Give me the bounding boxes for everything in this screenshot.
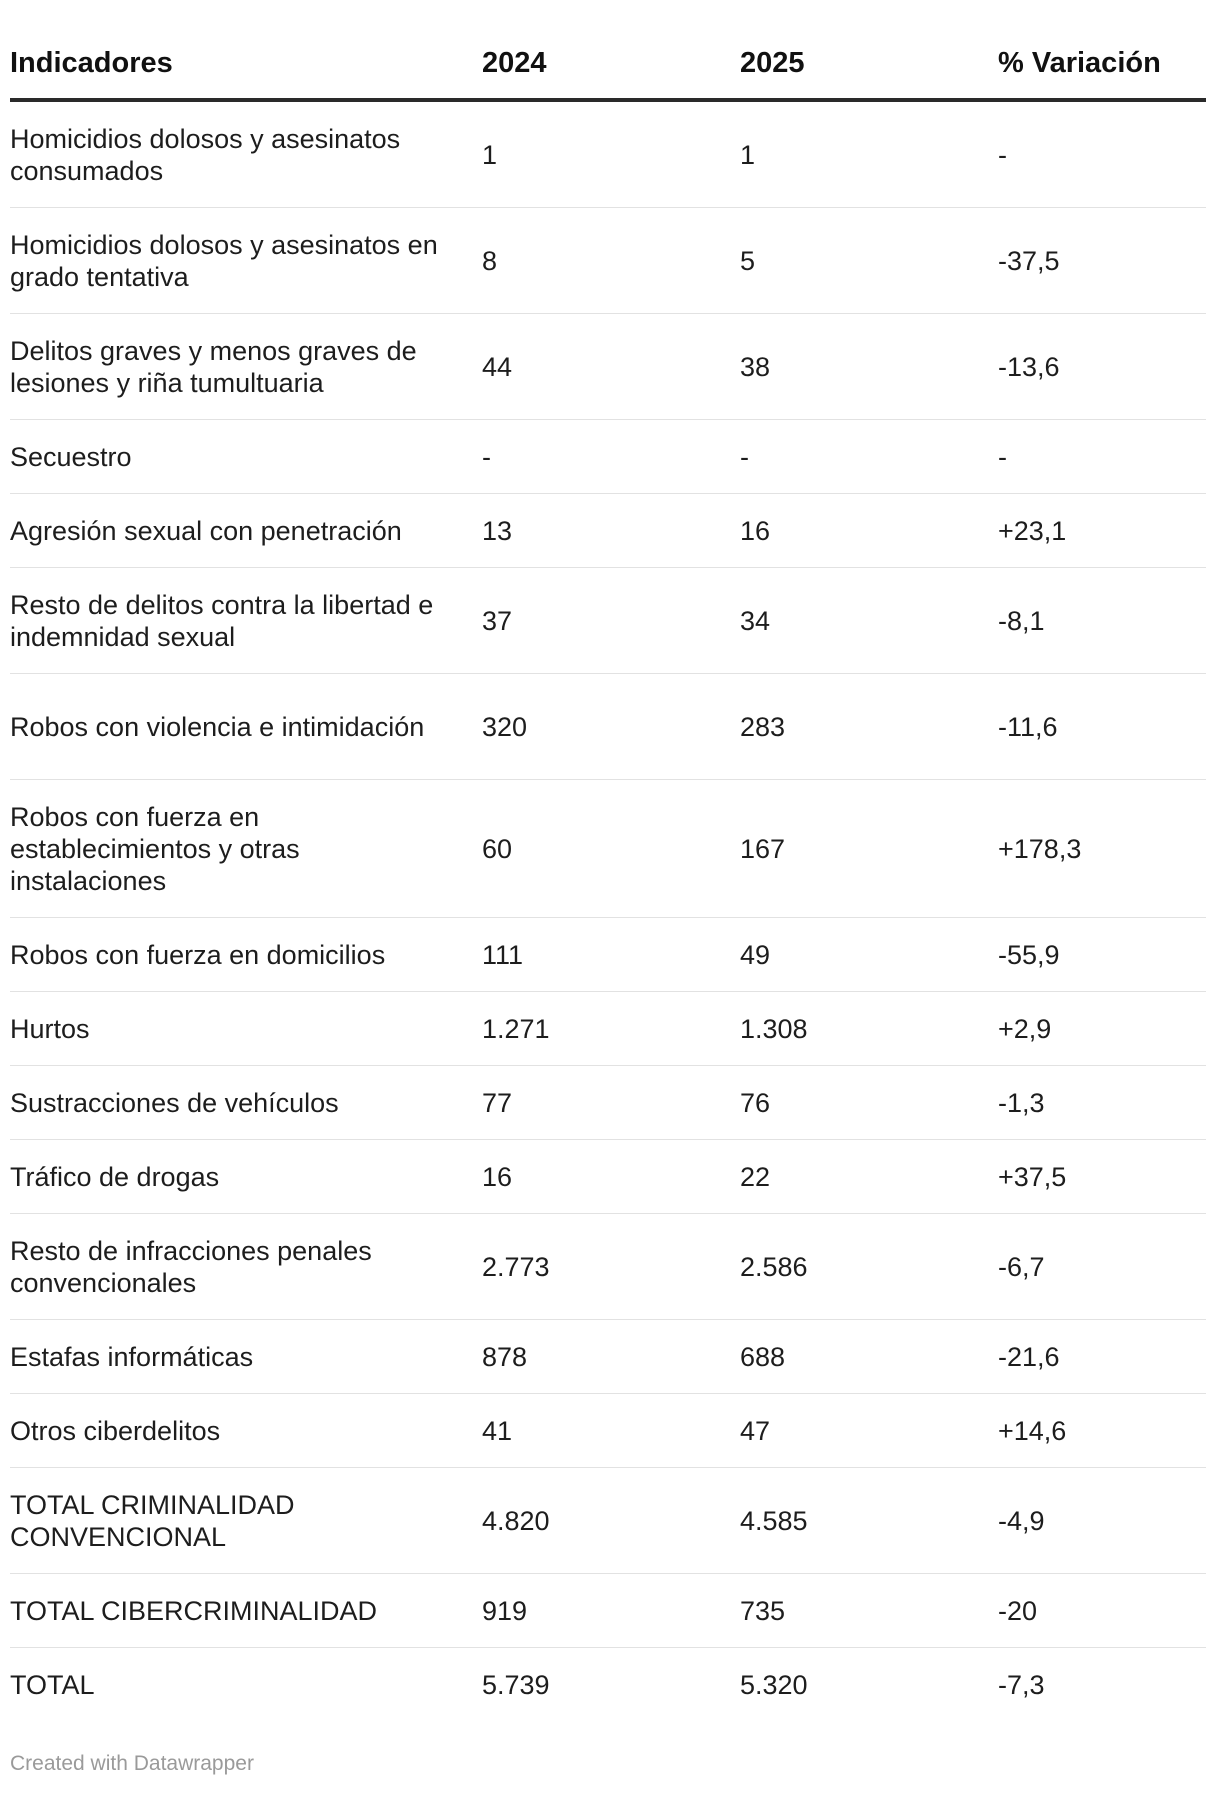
cell-2025: 16	[740, 493, 998, 568]
cell-variation: -6,7	[998, 1213, 1206, 1320]
cell-indicator: TOTAL CIBERCRIMINALIDAD	[10, 1573, 482, 1648]
cell-2024: 44	[482, 313, 740, 420]
table-row: Otros ciberdelitos 41 47 +14,6	[10, 1393, 1206, 1468]
cell-2024: 1.271	[482, 991, 740, 1066]
cell-2024: 2.773	[482, 1213, 740, 1320]
cell-indicator: Tráfico de drogas	[10, 1139, 482, 1214]
cell-indicator: Robos con violencia e intimidación	[10, 673, 482, 780]
cell-2024: 320	[482, 673, 740, 780]
cell-variation: +178,3	[998, 779, 1206, 918]
cell-indicator: TOTAL CRIMINALIDAD CONVENCIONAL	[10, 1467, 482, 1574]
cell-2024: 60	[482, 779, 740, 918]
cell-indicator: Secuestro	[10, 419, 482, 494]
cell-variation: +2,9	[998, 991, 1206, 1066]
cell-2024: 16	[482, 1139, 740, 1214]
cell-2024: 1	[482, 100, 740, 208]
table-row: TOTAL CIBERCRIMINALIDAD 919 735 -20	[10, 1573, 1206, 1648]
cell-2025: 5.320	[740, 1669, 808, 1700]
cell-indicator: Sustracciones de vehículos	[10, 1065, 482, 1140]
cell-2025: 49	[740, 917, 998, 992]
table-header-row: Indicadores 2024 2025 % Variación	[10, 28, 1206, 102]
header-indicadores[interactable]: Indicadores	[10, 28, 482, 102]
cell-2025: 76	[740, 1065, 998, 1140]
cell-indicator: Delitos graves y menos graves de lesione…	[10, 313, 482, 420]
cell-2024: 111	[482, 917, 740, 992]
cell-variation: -37,5	[998, 207, 1206, 314]
cell-variation: -20	[998, 1573, 1206, 1648]
table-row: Estafas informáticas 878 688 -21,6	[10, 1319, 1206, 1394]
cell-variation: -1,3	[998, 1065, 1206, 1140]
cell-2025: 1.308	[740, 991, 998, 1066]
table-row: Sustracciones de vehículos 77 76 -1,3	[10, 1065, 1206, 1140]
cell-variation: -	[998, 419, 1206, 494]
cell-2025: 167	[740, 779, 998, 918]
cell-2024: 77	[482, 1065, 740, 1140]
table-row: Robos con fuerza en domicilios 111 49 -5…	[10, 917, 1206, 992]
cell-indicator: Estafas informáticas	[10, 1319, 482, 1394]
datawrapper-credit[interactable]: Created with Datawrapper	[10, 1752, 254, 1775]
cell-2025: 4.585	[740, 1467, 998, 1574]
cell-indicator: Homicidios dolosos y asesinatos consumad…	[10, 100, 482, 208]
cell-indicator: Homicidios dolosos y asesinatos en grado…	[10, 207, 482, 314]
cell-2024: 5.739	[482, 1669, 550, 1700]
cell-variation: -8,1	[998, 567, 1206, 674]
cell-variation: +37,5	[998, 1139, 1206, 1214]
table-row: Secuestro - - -	[10, 419, 1206, 494]
cell-2025: 2.586	[740, 1213, 998, 1320]
cell-2024: -	[482, 419, 740, 494]
cell-indicator: Otros ciberdelitos	[10, 1393, 482, 1468]
cell-indicator: Hurtos	[10, 991, 482, 1066]
cell-variation: +14,6	[998, 1393, 1206, 1468]
cell-variation: -11,6	[998, 673, 1206, 780]
cell-variation: -4,9	[998, 1467, 1206, 1574]
header-variacion[interactable]: % Variación	[998, 28, 1206, 102]
cell-variation: -7,3	[998, 1669, 1045, 1700]
cell-2025: 38	[740, 313, 998, 420]
table-row: Homicidios dolosos y asesinatos en grado…	[10, 207, 1206, 314]
cell-variation: -21,6	[998, 1319, 1206, 1394]
cell-2025: 688	[740, 1319, 998, 1394]
table-row: TOTAL CRIMINALIDAD CONVENCIONAL 4.820 4.…	[10, 1467, 1206, 1574]
cell-2024: 13	[482, 493, 740, 568]
crime-statistics-table: Indicadores 2024 2025 % Variación Homici…	[10, 28, 1206, 1721]
cell-indicator: TOTAL	[10, 1669, 95, 1700]
table-row: Homicidios dolosos y asesinatos consumad…	[10, 100, 1206, 208]
table-row: Robos con violencia e intimidación 320 2…	[10, 673, 1206, 780]
cell-2024: 41	[482, 1393, 740, 1468]
table-row: Agresión sexual con penetración 13 16 +2…	[10, 493, 1206, 568]
cell-2025: 34	[740, 567, 998, 674]
cell-indicator: Robos con fuerza en establecimientos y o…	[10, 779, 482, 918]
header-2024[interactable]: 2024	[482, 28, 740, 102]
cell-2024: 4.820	[482, 1467, 740, 1574]
cell-indicator: Resto de infracciones penales convencion…	[10, 1213, 482, 1320]
cell-2024: 919	[482, 1573, 740, 1648]
table-row: Delitos graves y menos graves de lesione…	[10, 313, 1206, 420]
cell-indicator: Resto de delitos contra la libertad e in…	[10, 567, 482, 674]
cell-2025: 47	[740, 1393, 998, 1468]
cell-2025: 22	[740, 1139, 998, 1214]
cell-2025: 5	[740, 207, 998, 314]
cell-2025: 735	[740, 1573, 998, 1648]
cell-indicator: Robos con fuerza en domicilios	[10, 917, 482, 992]
table-row: Resto de infracciones penales convencion…	[10, 1213, 1206, 1320]
cell-variation: -55,9	[998, 917, 1206, 992]
cell-indicator: Agresión sexual con penetración	[10, 493, 482, 568]
table-row: Resto de delitos contra la libertad e in…	[10, 567, 1206, 674]
table-row: Robos con fuerza en establecimientos y o…	[10, 779, 1206, 918]
cell-2025: 283	[740, 673, 998, 780]
cell-2024: 37	[482, 567, 740, 674]
cell-variation: -	[998, 100, 1206, 208]
table-row: Hurtos 1.271 1.308 +2,9	[10, 991, 1206, 1066]
cell-2024: 878	[482, 1319, 740, 1394]
cell-2025: -	[740, 419, 998, 494]
cell-2024: 8	[482, 207, 740, 314]
cell-variation: -13,6	[998, 313, 1206, 420]
cell-variation: +23,1	[998, 493, 1206, 568]
table-row: Tráfico de drogas 16 22 +37,5	[10, 1139, 1206, 1214]
table-row: TOTAL 5.739 5.320 -7,3	[10, 1648, 1206, 1722]
header-2025[interactable]: 2025	[740, 28, 998, 102]
cell-2025: 1	[740, 100, 998, 208]
